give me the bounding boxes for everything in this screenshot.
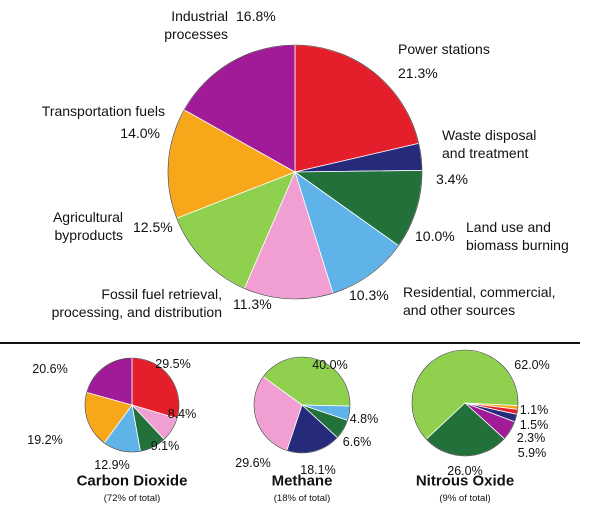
value-label: 19.2%	[27, 432, 63, 447]
value-label: 10.0%	[415, 228, 455, 244]
chart-title: Carbon Dioxide	[76, 472, 188, 490]
value-label: 9.1%	[150, 438, 180, 453]
pie-outline	[167, 44, 423, 300]
value-label: 4.8%	[349, 411, 379, 426]
value-label: 29.5%	[155, 356, 191, 371]
pie-outline	[84, 357, 180, 453]
value-label: 29.6%	[235, 455, 271, 470]
pie-outline	[253, 356, 351, 454]
chart-title: Nitrous Oxide	[415, 472, 515, 490]
category-label: Industrial processes	[164, 8, 228, 43]
category-label: Fossil fuel retrieval, processing, and d…	[51, 286, 222, 321]
value-label: 16.8%	[236, 8, 276, 24]
category-label: Transportation fuels	[41, 103, 165, 119]
value-label: 12.5%	[133, 219, 173, 235]
chart-subtitle: (9% of total)	[439, 492, 491, 504]
category-label: Power stations	[398, 41, 490, 57]
value-label: 14.0%	[120, 125, 160, 141]
category-label: Agricultural byproducts	[52, 209, 123, 244]
value-label: 6.6%	[342, 434, 372, 449]
category-label: Residential, commercial, and other sourc…	[403, 284, 556, 319]
value-label: 21.3%	[398, 65, 438, 81]
value-label: 3.4%	[436, 171, 468, 187]
category-label: Land use and biomass burning	[466, 219, 569, 254]
pie-outline	[411, 349, 519, 457]
value-label: 18.1%	[300, 462, 336, 477]
category-label: Waste disposal and treatment	[442, 127, 537, 162]
value-label: 8.4%	[167, 406, 197, 421]
value-label: 62.0%	[514, 357, 550, 372]
value-label: 2.3%	[516, 430, 546, 445]
value-label: 10.3%	[349, 287, 389, 303]
value-label: 26.0%	[447, 463, 483, 478]
chart-title: Methane	[271, 472, 333, 490]
value-label: 11.3%	[233, 296, 272, 312]
chart-subtitle: (72% of total)	[103, 492, 161, 504]
value-label: 12.9%	[94, 457, 130, 472]
value-label: 40.0%	[312, 357, 348, 372]
value-label: 20.6%	[32, 361, 68, 376]
chart-subtitle: (18% of total)	[273, 492, 331, 504]
value-label: 5.9%	[517, 445, 547, 460]
value-label: 1.5%	[519, 417, 549, 432]
value-label: 1.1%	[519, 402, 549, 417]
